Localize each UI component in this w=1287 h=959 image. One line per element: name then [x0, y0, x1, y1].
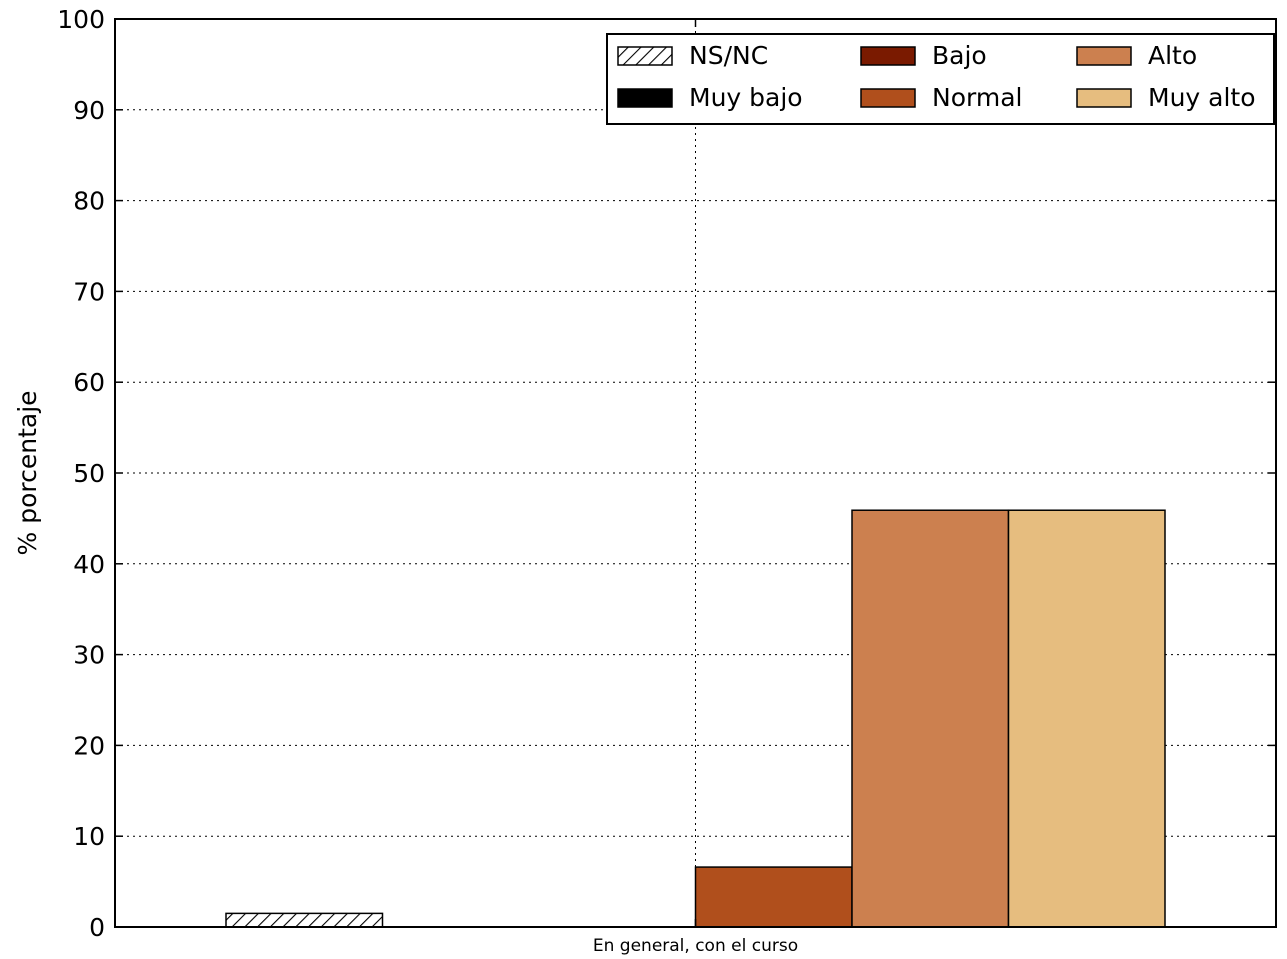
bar-alto — [851, 509, 1010, 928]
legend-label-normal: Normal — [932, 83, 1022, 112]
y-tick-label: 40 — [73, 550, 105, 579]
y-axis-label: % porcentaje — [13, 390, 42, 555]
y-tick-label: 0 — [89, 913, 105, 942]
y-tick-label: 50 — [73, 459, 105, 488]
y-tick-label: 100 — [57, 5, 105, 34]
legend-box — [606, 33, 1275, 125]
legend-swatch-bajo — [860, 46, 916, 66]
legend-swatch-alto — [1076, 46, 1132, 66]
bar-normal — [694, 866, 853, 928]
x-category-label: En general, con el curso — [593, 936, 798, 956]
y-tick-label: 70 — [73, 277, 105, 306]
legend-label-muy-alto: Muy alto — [1148, 83, 1256, 112]
legend-swatch-ns-nc — [617, 46, 673, 66]
y-axis: 0 10 20 30 40 50 60 70 80 90 100 — [57, 5, 1276, 942]
y-tick-label: 20 — [73, 731, 105, 760]
y-tick-label: 90 — [73, 96, 105, 125]
legend-swatch-normal — [860, 88, 916, 108]
legend-label-muy-bajo: Muy bajo — [689, 83, 803, 112]
y-tick-label: 10 — [73, 822, 105, 851]
legend-label-ns-nc: NS/NC — [689, 41, 768, 70]
bar-muy-alto — [1007, 509, 1166, 928]
y-tick-label: 60 — [73, 368, 105, 397]
bars — [225, 509, 1166, 928]
legend: NS/NC Muy bajo Bajo Normal Alto Muy alto — [606, 33, 1275, 125]
legend-swatch-muy-bajo — [617, 88, 673, 108]
legend-label-alto: Alto — [1148, 41, 1197, 70]
legend-label-bajo: Bajo — [932, 41, 987, 70]
bar-ns-nc — [225, 912, 384, 928]
y-tick-label: 80 — [73, 187, 105, 216]
x-axis: En general, con el curso — [593, 19, 798, 956]
legend-swatch-muy-alto — [1076, 88, 1132, 108]
y-tick-label: 30 — [73, 641, 105, 670]
